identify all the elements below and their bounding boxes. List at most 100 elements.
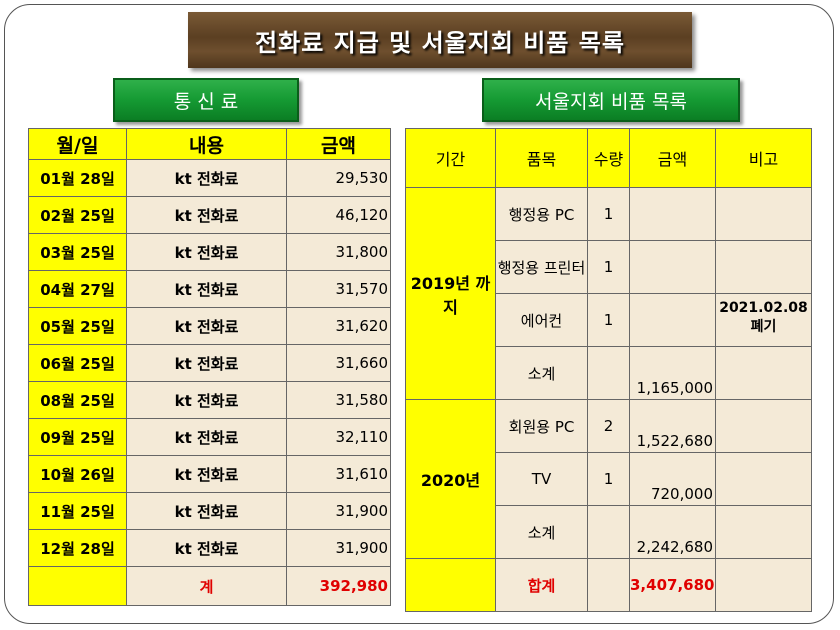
row-amount: 31,900	[286, 492, 391, 530]
row-amount: 31,800	[286, 233, 391, 271]
row-desc: kt 전화료	[126, 492, 287, 530]
row-note	[715, 187, 812, 241]
row-qty: 2	[587, 399, 630, 453]
row-amount: 31,570	[286, 270, 391, 308]
row-desc: kt 전화료	[126, 196, 287, 234]
phone-fee-table: 월/일 내용 금액 01월 28일 kt 전화료 29,530 02월 25일 …	[28, 128, 391, 606]
table-row: 11월 25일 kt 전화료 31,900	[28, 492, 391, 530]
subtotal-row: 소계 2,242,680	[406, 505, 812, 559]
row-amount: 31,580	[286, 381, 391, 419]
total-label: 계	[126, 566, 287, 606]
row-desc: kt 전화료	[126, 381, 287, 419]
header-item: 품목	[495, 128, 588, 188]
row-amount: 32,110	[286, 418, 391, 456]
grand-total-empty-cell	[405, 558, 496, 612]
table-row: 2019년 까지 행정용 PC 1	[405, 187, 812, 400]
row-amount	[629, 187, 716, 241]
row-amount: 31,620	[286, 307, 391, 345]
row-note	[715, 399, 812, 453]
table-row: 04월 27일 kt 전화료 31,570	[28, 270, 391, 308]
row-date: 12월 28일	[28, 529, 127, 567]
row-note	[715, 346, 812, 400]
row-amount: 31,900	[286, 529, 391, 567]
tab-phone-fees[interactable]: 통 신 료	[113, 78, 299, 122]
grand-total-note-cell	[715, 558, 812, 612]
row-date: 11월 25일	[28, 492, 127, 530]
header-amount: 금액	[286, 128, 391, 160]
row-item: 소계	[495, 346, 588, 400]
row-note: 2021.02.08 폐기	[715, 293, 812, 347]
row-desc: kt 전화료	[126, 455, 287, 493]
table-row: 10월 26일 kt 전화료 31,610	[28, 455, 391, 493]
row-desc: kt 전화료	[126, 529, 287, 567]
grand-total-row: 합계 3,407,680	[405, 558, 812, 612]
row-date: 08월 25일	[28, 381, 127, 419]
table-header-row: 월/일 내용 금액	[28, 128, 391, 160]
row-item: 소계	[495, 505, 588, 559]
row-item: 행정용 프린터	[495, 240, 588, 294]
row-desc: kt 전화료	[126, 159, 287, 197]
row-desc: kt 전화료	[126, 418, 287, 456]
header-qty: 수량	[587, 128, 630, 188]
row-amount	[629, 240, 716, 294]
row-date: 05월 25일	[28, 307, 127, 345]
row-amount: 31,610	[286, 455, 391, 493]
subtotal-row: 소계 1,165,000	[406, 346, 812, 400]
row-amount: 2,242,680	[629, 505, 716, 559]
row-qty: 1	[587, 187, 630, 241]
table-row: TV 1 720,000	[406, 452, 812, 506]
asset-table: 기간 품목 수량 금액 비고 2019년 까지 행정용 PC 1 행정용 프린터…	[405, 128, 812, 612]
table-row: 02월 25일 kt 전화료 46,120	[28, 196, 391, 234]
table-row: 에어컨 1 2021.02.08 폐기	[406, 293, 812, 347]
row-qty	[587, 346, 630, 400]
table-row: 12월 28일 kt 전화료 31,900	[28, 529, 391, 567]
header-period: 기간	[405, 128, 496, 188]
header-desc: 내용	[126, 128, 287, 160]
period-2020: 2020년	[405, 399, 496, 559]
row-date: 02월 25일	[28, 196, 127, 234]
row-desc: kt 전화료	[126, 270, 287, 308]
header-amount: 금액	[629, 128, 716, 188]
row-item: 에어컨	[495, 293, 588, 347]
table-row: 08월 25일 kt 전화료 31,580	[28, 381, 391, 419]
row-item: TV	[495, 452, 588, 506]
row-amount: 1,522,680	[629, 399, 716, 453]
row-desc: kt 전화료	[126, 307, 287, 345]
table-row: 03월 25일 kt 전화료 31,800	[28, 233, 391, 271]
row-date: 06월 25일	[28, 344, 127, 382]
row-date: 03월 25일	[28, 233, 127, 271]
total-row: 계 392,980	[28, 566, 391, 606]
table-row: 01월 28일 kt 전화료 29,530	[28, 159, 391, 197]
table-row: 2020년 회원용 PC 2 1,522,680	[405, 399, 812, 559]
header-note: 비고	[715, 128, 812, 188]
row-amount: 46,120	[286, 196, 391, 234]
row-date: 09월 25일	[28, 418, 127, 456]
tab-seoul-assets[interactable]: 서울지회 비품 목록	[482, 78, 740, 122]
row-item: 회원용 PC	[495, 399, 588, 453]
row-date: 10월 26일	[28, 455, 127, 493]
title-banner: 전화료 지급 및 서울지회 비품 목록	[188, 12, 692, 68]
period-2019: 2019년 까지	[405, 187, 496, 400]
row-date: 04월 27일	[28, 270, 127, 308]
row-amount: 1,165,000	[629, 346, 716, 400]
grand-total-amount: 3,407,680	[629, 558, 716, 612]
total-empty-cell	[28, 566, 127, 606]
row-note	[715, 505, 812, 559]
page-title: 전화료 지급 및 서울지회 비품 목록	[255, 28, 625, 57]
row-amount	[629, 293, 716, 347]
row-qty: 1	[587, 240, 630, 294]
row-desc: kt 전화료	[126, 233, 287, 271]
table-row: 05월 25일 kt 전화료 31,620	[28, 307, 391, 345]
row-note	[715, 452, 812, 506]
row-amount: 31,660	[286, 344, 391, 382]
total-amount: 392,980	[286, 566, 391, 606]
row-qty: 1	[587, 452, 630, 506]
row-date: 01월 28일	[28, 159, 127, 197]
header-date: 월/일	[28, 128, 127, 160]
table-header-row: 기간 품목 수량 금액 비고	[405, 128, 812, 188]
table-row: 09월 25일 kt 전화료 32,110	[28, 418, 391, 456]
row-item: 행정용 PC	[495, 187, 588, 241]
grand-total-qty-cell	[587, 558, 630, 612]
row-qty	[587, 505, 630, 559]
row-amount: 720,000	[629, 452, 716, 506]
